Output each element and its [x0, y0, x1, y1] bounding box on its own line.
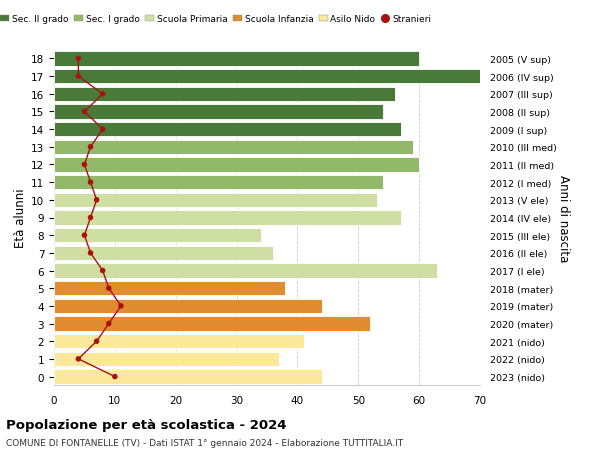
Y-axis label: Età alunni: Età alunni: [14, 188, 27, 248]
Point: [92, 197, 101, 204]
Point: [116, 302, 126, 310]
Point: [80, 162, 89, 169]
Text: COMUNE DI FONTANELLE (TV) - Dati ISTAT 1° gennaio 2024 - Elaborazione TUTTITALIA: COMUNE DI FONTANELLE (TV) - Dati ISTAT 1…: [6, 438, 403, 448]
Bar: [54, 369, 322, 384]
Text: Popolazione per età scolastica - 2024: Popolazione per età scolastica - 2024: [6, 418, 287, 431]
Bar: [54, 193, 377, 207]
Point: [104, 285, 113, 292]
Point: [86, 214, 95, 222]
Point: [86, 144, 95, 151]
Point: [86, 250, 95, 257]
Point: [86, 179, 95, 186]
Y-axis label: Anni di nascita: Anni di nascita: [557, 174, 571, 262]
Legend: Sec. II grado, Sec. I grado, Scuola Primaria, Scuola Infanzia, Asilo Nido, Stran: Sec. II grado, Sec. I grado, Scuola Prim…: [0, 11, 435, 28]
Point: [80, 108, 89, 116]
Point: [98, 91, 107, 98]
Bar: [54, 281, 285, 296]
Bar: [54, 175, 383, 190]
Bar: [54, 211, 401, 225]
Bar: [54, 299, 322, 313]
Bar: [54, 352, 279, 366]
Bar: [54, 105, 383, 119]
Point: [74, 355, 83, 363]
Bar: [54, 70, 480, 84]
Point: [110, 373, 119, 381]
Point: [92, 338, 101, 345]
Bar: [54, 264, 437, 278]
Bar: [54, 246, 273, 261]
Point: [98, 267, 107, 274]
Bar: [54, 87, 395, 102]
Point: [74, 73, 83, 81]
Bar: [54, 123, 401, 137]
Point: [74, 56, 83, 63]
Bar: [54, 317, 370, 331]
Bar: [54, 334, 304, 349]
Bar: [54, 158, 419, 172]
Bar: [54, 229, 261, 243]
Point: [98, 126, 107, 134]
Bar: [54, 52, 419, 67]
Point: [80, 232, 89, 239]
Bar: [54, 140, 413, 155]
Point: [104, 320, 113, 328]
